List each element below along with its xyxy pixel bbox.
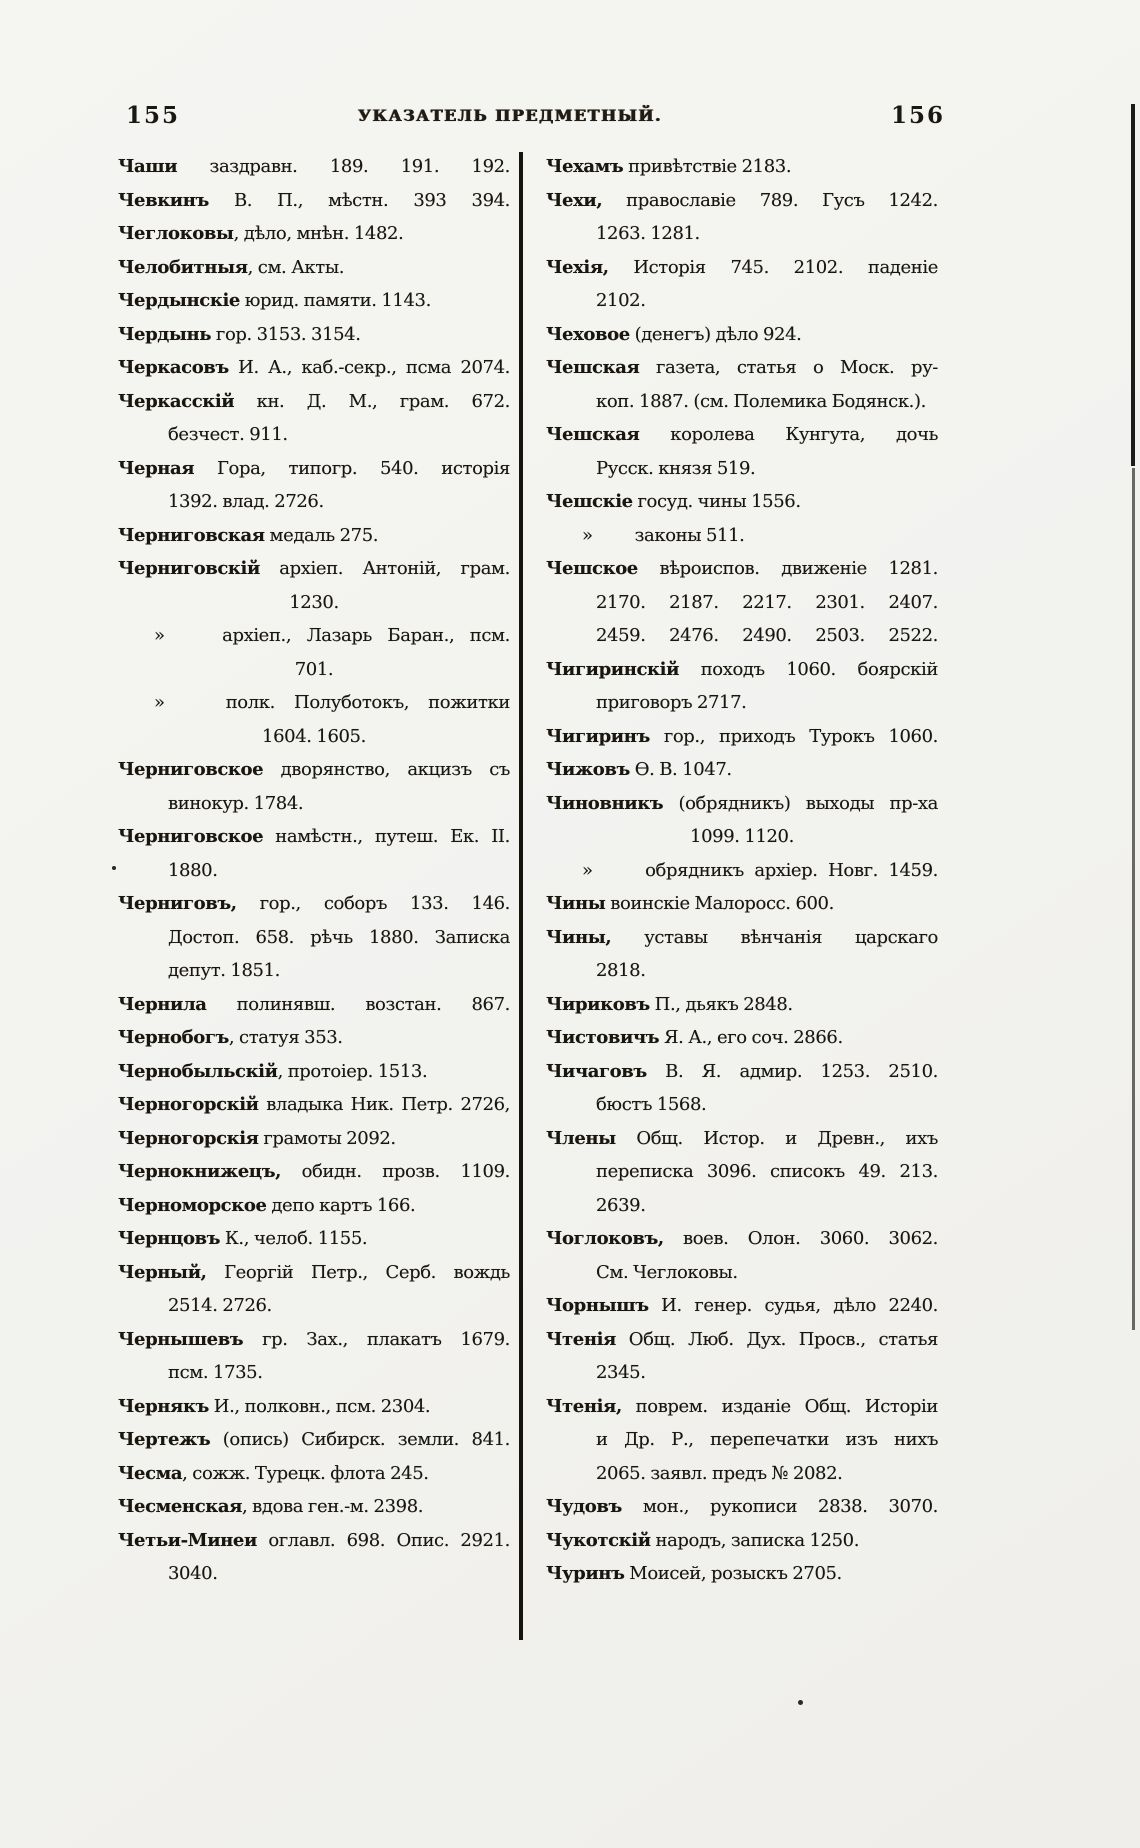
index-line: Чиновникъ (обрядникъ) выходы пр-ха	[546, 792, 938, 814]
index-line: Черниговское дворянство, акцизъ съ	[118, 759, 510, 780]
index-line: Чигиринъ гор., приходъ Турокъ 1060.	[546, 725, 938, 747]
index-line: 3040.	[168, 1563, 218, 1584]
index-line: Черногорскія грамоты 2092.	[118, 1127, 396, 1149]
index-line: 2459. 2476. 2490. 2503. 2522.	[596, 625, 938, 646]
index-line: Чесменская, вдова ген.-м. 2398.	[118, 1496, 424, 1517]
index-line: Черкасскій кн. Д. М., грам. 672.	[118, 390, 510, 412]
index-line: Чоглоковъ, воев. Олон. 3060. 3062.	[546, 1228, 938, 1249]
page-title: УКАЗАТЕЛЬ ПРЕДМЕТНЫЙ.	[357, 106, 663, 125]
index-line: 2639.	[596, 1194, 646, 1216]
index-line: Чаши заздравн. 189. 191. 192.	[118, 156, 510, 177]
index-line: Черниговское намѣстн., путеш. Ек. II.	[118, 826, 510, 847]
index-line: Чердынь гор. 3153. 3154.	[118, 323, 361, 345]
index-line: » архіеп., Лазарь Баран., псм.	[154, 625, 510, 646]
index-line: Чернокнижецъ, обидн. прозв. 1109.	[118, 1161, 510, 1182]
index-line: псм. 1735.	[168, 1362, 263, 1383]
index-line: Чистовичъ Я. А., его соч. 2866.	[546, 1027, 843, 1048]
index-line: Чернобыльскій, протоіер. 1513.	[118, 1060, 428, 1082]
index-line: Чорнышъ И. генер. судья, дѣло 2240.	[546, 1295, 938, 1316]
index-line: Челобитныя, см. Акты.	[118, 256, 345, 278]
index-line: винокур. 1784.	[168, 792, 304, 814]
index-line: Чеглоковы, дѣло, мнѣн. 1482.	[118, 223, 404, 244]
index-line: Черкасовъ И. А., каб.-секр., псма 2074.	[118, 357, 510, 378]
scan-edge-artifact	[1132, 468, 1135, 1330]
index-line: 1392. влад. 2726.	[168, 491, 324, 512]
scan-edge-artifact	[1131, 104, 1135, 466]
index-line: Чириковъ П., дьякъ 2848.	[546, 993, 793, 1015]
index-line: Четьи-Минеи оглавл. 698. Опис. 2921.	[118, 1529, 510, 1551]
index-line: депут. 1851.	[168, 960, 280, 981]
index-line: Черногорскій владыка Ник. Петр. 2726,	[118, 1094, 510, 1115]
index-line: Чевкинъ В. П., мѣстн. 393 394.	[118, 189, 510, 211]
index-line: 2065. заявл. предъ № 2082.	[596, 1462, 843, 1484]
index-line: Черниговскій архіеп. Антоній, грам.	[118, 558, 510, 579]
index-line: Чернцовъ К., челоб. 1155.	[118, 1228, 368, 1249]
index-line: 701.	[294, 658, 334, 680]
index-line: 1099. 1120.	[690, 826, 794, 847]
page-number-right: 156	[891, 102, 946, 129]
index-line: Чижовъ Ѳ. В. 1047.	[546, 759, 732, 780]
index-line: 2170. 2187. 2217. 2301. 2407.	[596, 591, 938, 613]
index-line: Чигиринскій походъ 1060. боярскій	[546, 658, 938, 680]
scan-dot-artifact	[798, 1700, 803, 1705]
index-line: Чернила полинявш. возстан. 867.	[118, 993, 510, 1015]
index-line: Чичаговъ В. Я. адмир. 1253. 2510.	[546, 1060, 938, 1082]
page-number-left: 155	[126, 102, 181, 129]
scan-dot-artifact	[112, 866, 116, 870]
index-line: переписка 3096. списокъ 49. 213.	[596, 1161, 938, 1182]
index-line: Чешское вѣроиспов. движеніе 1281.	[546, 558, 938, 579]
index-line: Чехи, православіе 789. Гусъ 1242.	[546, 189, 938, 211]
index-line: 1880.	[168, 859, 218, 881]
index-line: бюстъ 1568.	[596, 1094, 707, 1115]
index-column-left: Чаши заздравн. 189. 191. 192. Чевкинъ В. П., мѣс…	[118, 150, 510, 1591]
index-line: » обрядникъ архіер. Новг. 1459.	[582, 859, 938, 881]
index-line: Чесма, сожж. Турецк. флота 245.	[118, 1462, 429, 1484]
index-line: Черная Гора, типогр. 540. исторія	[118, 457, 510, 479]
index-line: Чертежъ (опись) Сибирск. земли. 841.	[118, 1429, 510, 1450]
index-line: Чукотскій народъ, записка 1250.	[546, 1529, 860, 1551]
index-line: Чернякъ И., полковн., псм. 2304.	[118, 1395, 431, 1417]
index-line: 2818.	[596, 960, 646, 981]
index-line: 1263. 1281.	[596, 223, 700, 244]
index-line: безчест. 911.	[168, 424, 288, 445]
index-line: Черниговская медаль 275.	[118, 524, 379, 546]
index-line: Черный, Георгій Петр., Серб. вождь	[118, 1261, 510, 1283]
index-line: Чехія, Исторія 745. 2102. паденіе	[546, 256, 938, 278]
index-line: и Др. Р., перепечатки изъ нихъ	[596, 1429, 938, 1450]
index-line: 2102.	[596, 290, 646, 311]
index-line: Чины, уставы вѣнчанія царскаго	[546, 926, 938, 948]
index-line: Чешская королева Кунгута, дочь	[546, 424, 938, 445]
index-line: » законы 511.	[582, 524, 745, 546]
index-line: » полк. Полуботокъ, пожитки	[154, 692, 510, 713]
column-divider	[519, 152, 523, 1640]
index-line: Чеховое (денегъ) дѣло 924.	[546, 323, 802, 345]
index-line: Черноморское депо картъ 166.	[118, 1194, 416, 1216]
index-line: Чешская газета, статья о Моск. ру-	[546, 357, 938, 378]
index-column-right: Чехамъ привѣтствіе 2183. Чехи, православіе…	[546, 150, 938, 1591]
index-line: приговоръ 2717.	[596, 692, 747, 713]
index-line: 2514. 2726.	[168, 1295, 272, 1316]
index-line: коп. 1887. (см. Полемика Бодянск.).	[596, 390, 926, 412]
index-line: Чердынскіе юрид. памяти. 1143.	[118, 290, 431, 311]
index-line: 2345.	[596, 1362, 646, 1383]
index-line: Чины воинскіе Малоросс. 600.	[546, 893, 834, 914]
index-line: Черниговъ, гор., соборъ 133. 146.	[118, 893, 510, 914]
index-line: Чтенія Общ. Люб. Дух. Просв., статья	[546, 1328, 938, 1350]
index-line: Чудовъ мон., рукописи 2838. 3070.	[546, 1496, 938, 1517]
index-line: См. Чеглоковы.	[596, 1261, 738, 1283]
index-line: 1604. 1605.	[262, 725, 366, 747]
index-line: Чтенія, поврем. изданіе Общ. Исторіи	[546, 1395, 938, 1417]
index-line: Чуринъ Моисей, розыскъ 2705.	[546, 1563, 842, 1584]
index-line: Чешскіе госуд. чины 1556.	[546, 491, 801, 512]
index-line: Русск. князя 519.	[596, 457, 756, 479]
index-line: Чехамъ привѣтствіе 2183.	[546, 156, 792, 177]
index-line: Чернышевъ гр. Зах., плакатъ 1679.	[118, 1328, 510, 1350]
index-line: 1230.	[289, 591, 339, 613]
index-line: Члены Общ. Истор. и Древн., ихъ	[546, 1127, 938, 1149]
index-line: Чернобогъ, статуя 353.	[118, 1027, 343, 1048]
index-line: Достоп. 658. рѣчь 1880. Записка	[168, 926, 510, 948]
